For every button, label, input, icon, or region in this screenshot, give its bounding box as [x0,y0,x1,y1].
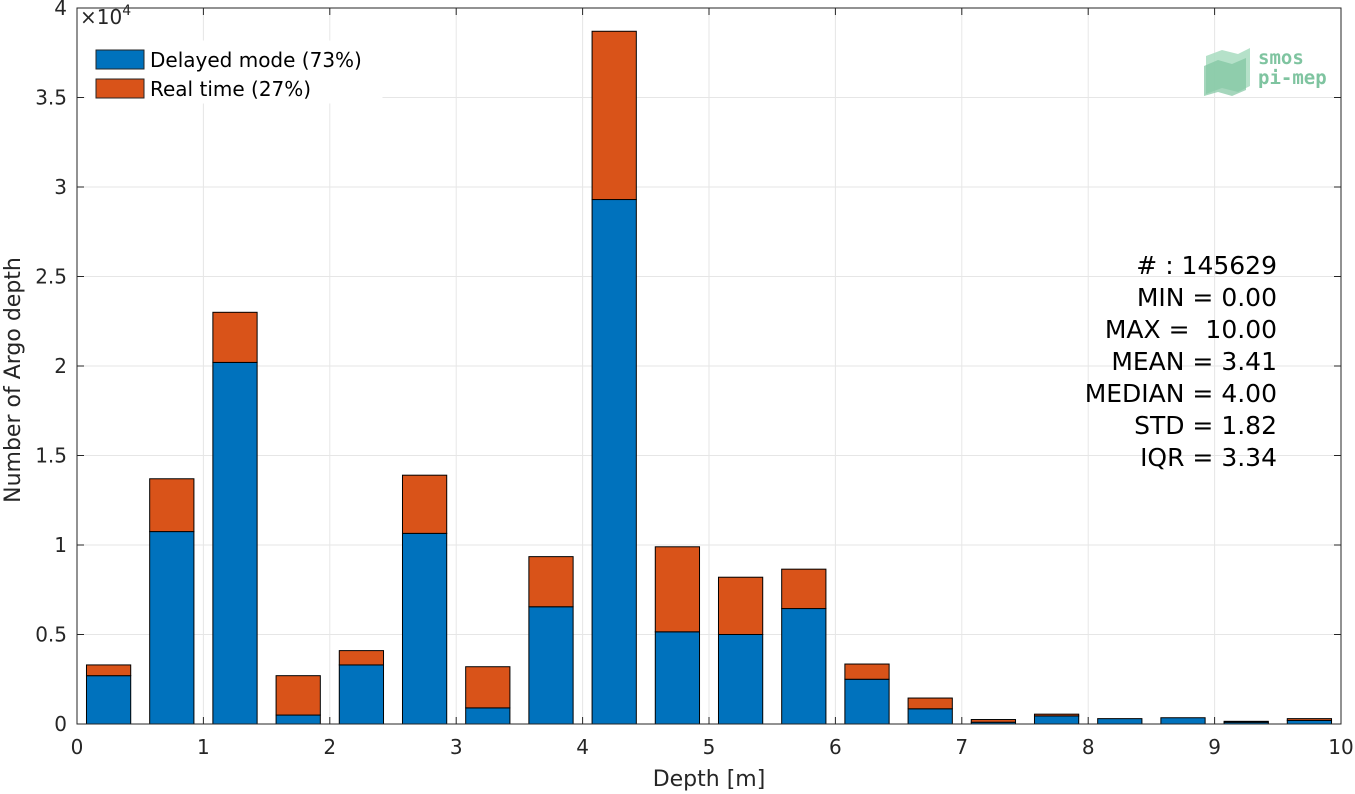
bar-real-time [401,474,448,534]
bar-real-time [212,311,258,363]
bar-real-time [1033,713,1080,717]
bar-real-time [907,697,953,710]
x-tick-label: 5 [703,735,716,759]
bar-delayed-mode [528,606,574,725]
ticks [76,7,1342,725]
legend-label-realtime: Real time (27%) [150,77,311,101]
x-tick-label: 1 [197,735,210,759]
bar-delayed-mode [907,708,953,725]
bar-delayed-mode [1286,719,1333,725]
bar-delayed-mode [1160,717,1206,725]
x-tick-label: 2 [323,735,336,759]
y-tick-label: 2 [54,354,67,378]
logo-wave-front [1204,58,1246,96]
y-tick-label: 0.5 [35,623,67,647]
bar-delayed-mode [781,608,827,725]
stats-mean: MEAN = 3.41 [1111,347,1277,376]
x-tick-label: 4 [576,735,589,759]
stats-std: STD = 1.82 [1134,411,1277,440]
legend-label-delayed: Delayed mode (73%) [150,48,362,72]
logo-text-pi-mep: pi-mep [1258,67,1327,89]
bar-delayed-mode [591,199,637,725]
bar-real-time [1286,718,1333,721]
y-tick-labels: 0 0.5 1 1.5 2 2.5 3 3.5 4 [35,0,67,736]
y-tick-label: 1 [54,533,67,557]
bar-real-time [591,30,637,201]
x-tick-label: 10 [1328,735,1353,759]
bar-real-time [149,478,195,533]
legend: Delayed mode (73%) Real time (27%) [85,40,383,104]
bar-real-time [338,650,385,666]
bar-real-time [654,546,701,633]
bar-real-time [970,719,1017,723]
x-axis-title: Depth [m] [653,767,766,792]
stats-max: MAX = 10.00 [1105,315,1277,344]
bar-delayed-mode [275,714,321,725]
bar-delayed-mode [465,707,511,725]
y-tick-label: 1.5 [35,444,67,468]
bar-real-time [275,675,321,716]
x-tick-label: 6 [829,735,842,759]
legend-swatch-delayed [95,49,145,70]
x-tick-label: 8 [1082,735,1095,759]
bar-real-time [528,556,574,608]
bar-real-time [781,568,827,610]
stats-median: MEDIAN = 4.00 [1085,379,1277,408]
bar-delayed-mode [844,678,890,725]
x-tick-labels: 0 1 2 3 4 5 6 7 8 9 10 [71,735,1354,759]
bar-real-time [1223,720,1269,723]
bar-delayed-mode [654,631,701,725]
legend-swatch-realtime [95,78,145,99]
bar-delayed-mode [1097,718,1143,725]
y-tick-label: 4 [54,0,67,20]
bar-delayed-mode [401,532,448,725]
bar-real-time [85,664,132,677]
stats-iqr: IQR = 3.34 [1140,443,1277,472]
smos-pi-mep-logo: smos pi-mep [1204,47,1327,96]
bar-delayed-mode [85,675,132,725]
bar-real-time [717,576,764,635]
y-tick-label: 3.5 [35,86,67,110]
bar-real-time [465,666,511,709]
logo-text-smos: smos [1258,47,1304,69]
bar-delayed-mode [717,634,764,725]
y-tick-label: 2.5 [35,265,67,289]
stats-min: MIN = 0.00 [1137,283,1277,312]
y-tick-label: 3 [54,175,67,199]
bar-delayed-mode [212,361,258,725]
x-tick-label: 9 [1208,735,1221,759]
y-axis-title: Number of Argo depth [1,257,26,503]
y-exponent-label: ×104 [80,3,131,29]
bar-delayed-mode [149,531,195,725]
bar-delayed-mode [1033,715,1080,725]
x-tick-label: 0 [71,735,84,759]
stats-count: # : 145629 [1136,251,1277,280]
x-tick-label: 7 [955,735,968,759]
stats-annotation: # : 145629 MIN = 0.00 MAX = 10.00 MEAN =… [1085,251,1277,472]
bar-delayed-mode [338,664,385,725]
x-tick-label: 3 [450,735,463,759]
y-tick-label: 0 [54,712,67,736]
bars [85,30,1333,725]
bar-real-time [844,663,890,680]
